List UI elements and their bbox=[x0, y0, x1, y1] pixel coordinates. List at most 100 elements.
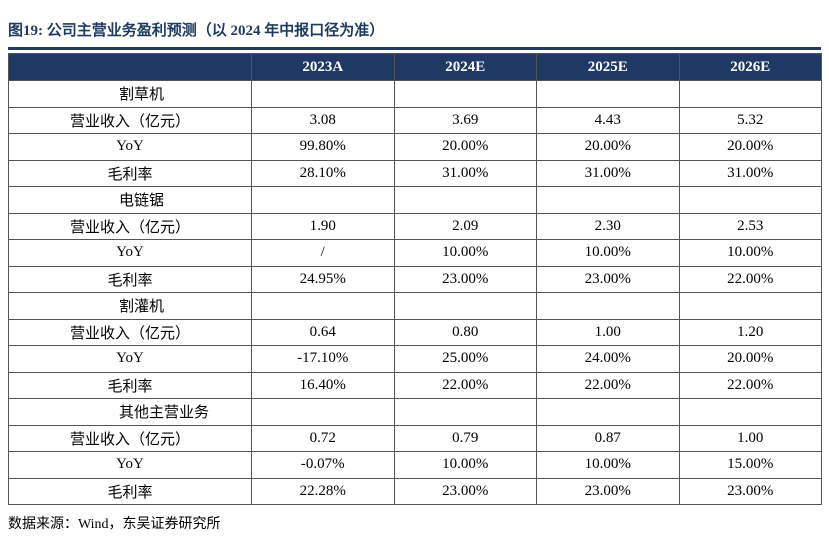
value-cell: 10.00% bbox=[393, 239, 537, 267]
value-cell: 10.00% bbox=[678, 239, 822, 267]
value-cell: / bbox=[251, 239, 395, 267]
metric-label: YoY bbox=[8, 239, 252, 267]
value-cell: 25.00% bbox=[393, 345, 537, 373]
metric-label: YoY bbox=[8, 133, 252, 161]
source-note: 数据来源：Wind，东吴证券研究所 bbox=[8, 517, 221, 532]
value-cell: 4.43 bbox=[536, 106, 680, 134]
value-cell: 31.00% bbox=[536, 159, 680, 187]
value-cell: 10.00% bbox=[393, 451, 537, 479]
value-cell: 22.00% bbox=[536, 371, 680, 399]
value-cell: 3.69 bbox=[393, 106, 537, 134]
value-cell: 23.00% bbox=[536, 477, 680, 505]
metric-label: 营业收入（亿元） bbox=[8, 212, 252, 240]
value-cell: 20.00% bbox=[678, 133, 822, 161]
value-cell: 0.80 bbox=[393, 318, 537, 346]
value-cell: 0.87 bbox=[536, 424, 680, 452]
header-cell: 2025E bbox=[536, 53, 680, 81]
value-cell: 0.72 bbox=[251, 424, 395, 452]
header-cell: 2023A bbox=[251, 53, 395, 81]
table-row: 营业收入（亿元） 0.64 0.80 1.00 1.20 bbox=[8, 318, 822, 346]
segment-row: 电链锯 bbox=[8, 186, 822, 214]
segment-label: 电链锯 bbox=[8, 186, 252, 214]
value-cell: 3.08 bbox=[251, 106, 395, 134]
metric-label: YoY bbox=[8, 345, 252, 373]
empty-cell bbox=[678, 80, 822, 108]
table-row: 营业收入（亿元） 3.08 3.69 4.43 5.32 bbox=[8, 106, 822, 134]
value-cell: 10.00% bbox=[536, 451, 680, 479]
segment-row: 割草机 bbox=[8, 80, 822, 108]
value-cell: 1.90 bbox=[251, 212, 395, 240]
metric-label: YoY bbox=[8, 451, 252, 479]
value-cell: 23.00% bbox=[393, 265, 537, 293]
value-cell: 99.80% bbox=[251, 133, 395, 161]
value-cell: 20.00% bbox=[393, 133, 537, 161]
empty-cell bbox=[536, 186, 680, 214]
value-cell: 23.00% bbox=[393, 477, 537, 505]
table-row: 毛利率 22.28% 23.00% 23.00% 23.00% bbox=[8, 477, 822, 505]
value-cell: 1.00 bbox=[536, 318, 680, 346]
value-cell: 20.00% bbox=[536, 133, 680, 161]
table-row: YoY/10.00% 10.00% 10.00% bbox=[8, 239, 822, 267]
table-row: 毛利率 16.40% 22.00% 22.00% 22.00% bbox=[8, 371, 822, 399]
value-cell: 1.20 bbox=[678, 318, 822, 346]
value-cell: 2.30 bbox=[536, 212, 680, 240]
segment-label: 割草机 bbox=[8, 80, 252, 108]
segment-label: 其他主营业务 bbox=[8, 398, 252, 426]
value-cell: 15.00% bbox=[678, 451, 822, 479]
empty-cell bbox=[251, 292, 395, 320]
value-cell: 5.32 bbox=[678, 106, 822, 134]
header-row: 2023A 2024E 2025E 2026E bbox=[8, 53, 822, 81]
value-cell: 10.00% bbox=[536, 239, 680, 267]
empty-cell bbox=[678, 398, 822, 426]
title-rule bbox=[8, 47, 821, 50]
value-cell: 1.00 bbox=[678, 424, 822, 452]
empty-cell bbox=[393, 292, 537, 320]
value-cell: 16.40% bbox=[251, 371, 395, 399]
value-cell: -17.10% bbox=[251, 345, 395, 373]
value-cell: 20.00% bbox=[678, 345, 822, 373]
empty-cell bbox=[678, 186, 822, 214]
segment-row: 其他主营业务 bbox=[8, 398, 822, 426]
forecast-table: 2023A 2024E 2025E 2026E 割草机 营业收入（亿元） 3.08 3… bbox=[8, 53, 822, 505]
table-row: 毛利率 24.95% 23.00% 23.00% 22.00% bbox=[8, 265, 822, 293]
segment-row: 割灌机 bbox=[8, 292, 822, 320]
header-cell: 2026E bbox=[678, 53, 822, 81]
header-cell bbox=[8, 53, 252, 81]
table-row: YoY -0.07% 10.00% 10.00% 15.00% bbox=[8, 451, 822, 479]
figure-title: 图19: 公司主营业务盈利预测（以 2024 年中报口径为准） bbox=[8, 23, 385, 39]
table-row: YoY 99.80% 20.00% 20.00% 20.00% bbox=[8, 133, 822, 161]
empty-cell bbox=[251, 398, 395, 426]
empty-cell bbox=[251, 186, 395, 214]
segment-label: 割灌机 bbox=[8, 292, 252, 320]
value-cell: 0.64 bbox=[251, 318, 395, 346]
table-body: 割草机 营业收入（亿元） 3.08 3.69 4.43 5.32 YoY 99.80% 20.0… bbox=[8, 80, 822, 505]
value-cell: 22.00% bbox=[678, 371, 822, 399]
header-cell: 2024E bbox=[393, 53, 537, 81]
empty-cell bbox=[678, 292, 822, 320]
metric-label: 营业收入（亿元） bbox=[8, 424, 252, 452]
value-cell: 22.28% bbox=[251, 477, 395, 505]
empty-cell bbox=[393, 398, 537, 426]
value-cell: 22.00% bbox=[678, 265, 822, 293]
table-row: 营业收入（亿元） 1.90 2.09 2.30 2.53 bbox=[8, 212, 822, 240]
empty-cell bbox=[393, 80, 537, 108]
value-cell: 31.00% bbox=[393, 159, 537, 187]
empty-cell bbox=[536, 80, 680, 108]
value-cell: 31.00% bbox=[678, 159, 822, 187]
value-cell: 23.00% bbox=[678, 477, 822, 505]
empty-cell bbox=[251, 80, 395, 108]
metric-label: 毛利率 bbox=[8, 159, 252, 187]
value-cell: 24.00% bbox=[536, 345, 680, 373]
value-cell: 2.09 bbox=[393, 212, 537, 240]
value-cell: 24.95% bbox=[251, 265, 395, 293]
empty-cell bbox=[536, 292, 680, 320]
table-row: 营业收入（亿元） 0.72 0.79 0.87 1.00 bbox=[8, 424, 822, 452]
metric-label: 营业收入（亿元） bbox=[8, 106, 252, 134]
value-cell: 23.00% bbox=[536, 265, 680, 293]
value-cell: 22.00% bbox=[393, 371, 537, 399]
table-row: 毛利率 28.10% 31.00% 31.00% 31.00% bbox=[8, 159, 822, 187]
value-cell: 0.79 bbox=[393, 424, 537, 452]
empty-cell bbox=[393, 186, 537, 214]
metric-label: 毛利率 bbox=[8, 371, 252, 399]
value-cell: -0.07% bbox=[251, 451, 395, 479]
